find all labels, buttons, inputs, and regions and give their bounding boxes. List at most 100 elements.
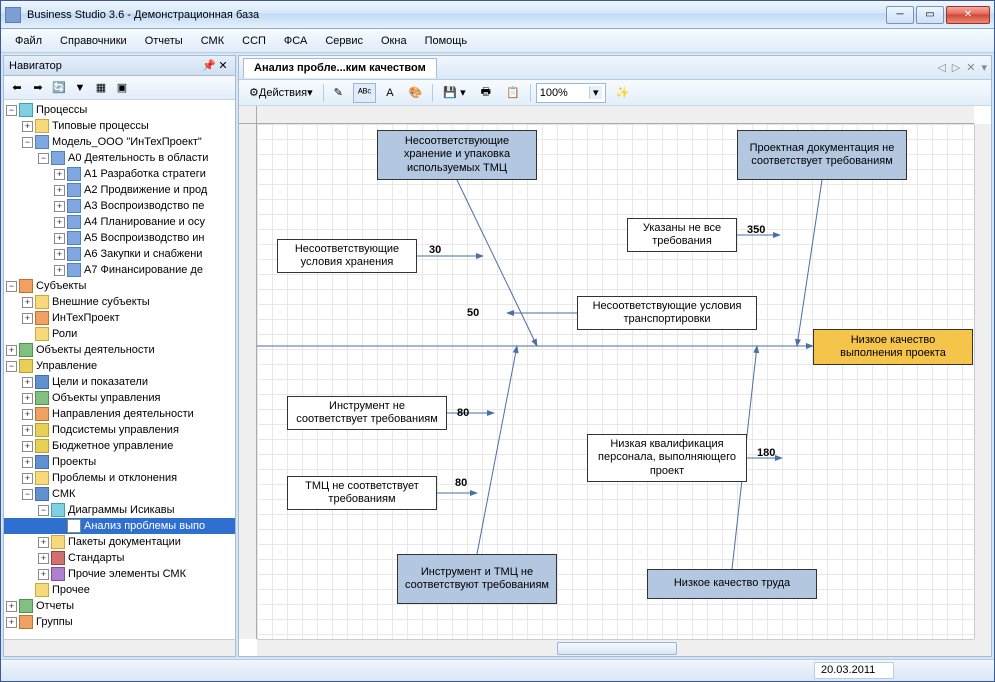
tree-item[interactable]: Цели и показатели	[4, 374, 235, 390]
tree-item[interactable]: Объекты управления	[4, 390, 235, 406]
tree-item[interactable]: Модель_ООО "ИнТехПроект"	[4, 134, 235, 150]
tree-item[interactable]: А2 Продвижение и прод	[4, 182, 235, 198]
scrollbar-thumb[interactable]	[557, 642, 677, 655]
expander-icon[interactable]	[22, 441, 33, 452]
expander-icon[interactable]	[6, 601, 17, 612]
diagram-factor[interactable]: Несоответствующие условия хранения	[277, 239, 417, 273]
expander-icon[interactable]	[54, 249, 65, 260]
diagram-factor[interactable]: Указаны не все требования	[627, 218, 737, 252]
menu-ССП[interactable]: ССП	[234, 32, 274, 50]
expander-icon[interactable]	[54, 521, 65, 532]
tree-item[interactable]: Типовые процессы	[4, 118, 235, 134]
tree-item[interactable]: А6 Закупки и снабжени	[4, 246, 235, 262]
tree-item[interactable]: Процессы	[4, 102, 235, 118]
tab-prev-icon[interactable]: ◁	[937, 61, 945, 74]
tree-item[interactable]: Объекты деятельности	[4, 342, 235, 358]
diagram-factor[interactable]: ТМЦ не соответствует требованиям	[287, 476, 437, 510]
tree-item[interactable]: Стандарты	[4, 550, 235, 566]
expander-icon[interactable]	[22, 377, 33, 388]
tree-item[interactable]: А4 Планирование и осу	[4, 214, 235, 230]
tree-item[interactable]: Направления деятельности	[4, 406, 235, 422]
print-icon[interactable]: 🖶	[476, 83, 496, 103]
tree-item[interactable]: Анализ проблемы выпо	[4, 518, 235, 534]
maximize-button[interactable]: ▭	[916, 6, 944, 24]
expander-icon[interactable]	[6, 617, 17, 628]
expander-icon[interactable]	[22, 393, 33, 404]
tree-item[interactable]: Прочие элементы СМК	[4, 566, 235, 582]
expander-icon[interactable]	[22, 297, 33, 308]
expander-icon[interactable]	[22, 121, 33, 132]
diagram-factor[interactable]: Несоответствующие условия транспортировк…	[577, 296, 757, 330]
nav-h-scrollbar[interactable]	[4, 639, 235, 656]
ruler-horizontal[interactable]	[257, 106, 974, 124]
tree-item[interactable]: Внешние субъекты	[4, 294, 235, 310]
diagram-factor[interactable]: Инструмент не соответствует требованиям	[287, 396, 447, 430]
menu-Помощь[interactable]: Помощь	[417, 32, 476, 50]
expander-icon[interactable]	[22, 425, 33, 436]
expander-icon[interactable]	[38, 153, 49, 164]
nav-back-icon[interactable]: ⬅	[8, 79, 26, 97]
actions-dropdown[interactable]: ⚙ Действия ▾	[244, 83, 318, 103]
diagram-category[interactable]: Инструмент и ТМЦ не соответствуют требов…	[397, 554, 557, 604]
expander-icon[interactable]	[22, 489, 33, 500]
tree-item[interactable]: Роли	[4, 326, 235, 342]
tree-item[interactable]: Бюджетное управление	[4, 438, 235, 454]
menu-ФСА[interactable]: ФСА	[276, 32, 315, 50]
tree-item[interactable]: Диаграммы Исикавы	[4, 502, 235, 518]
expander-icon[interactable]	[54, 265, 65, 276]
ruler-vertical[interactable]	[239, 124, 257, 639]
menu-Сервис[interactable]: Сервис	[317, 32, 371, 50]
tree-view[interactable]: ПроцессыТиповые процессыМодель_ООО "ИнТе…	[4, 100, 235, 639]
expander-icon[interactable]	[22, 585, 33, 596]
diagram-category[interactable]: Проектная документация не соответствует …	[737, 130, 907, 180]
tree-item[interactable]: Проекты	[4, 454, 235, 470]
tree-item[interactable]: Группы	[4, 614, 235, 630]
expander-icon[interactable]	[38, 505, 49, 516]
expander-icon[interactable]	[54, 201, 65, 212]
canvas-v-scrollbar[interactable]	[974, 124, 991, 639]
document-tab[interactable]: Анализ пробле...ким качеством	[243, 58, 437, 78]
expander-icon[interactable]	[6, 361, 17, 372]
menu-Окна[interactable]: Окна	[373, 32, 415, 50]
tree-item[interactable]: А3 Воспроизводство пе	[4, 198, 235, 214]
edit-icon[interactable]: ✎	[329, 83, 348, 103]
expander-icon[interactable]	[22, 409, 33, 420]
tab-menu-icon[interactable]: ▾	[981, 61, 987, 74]
text-icon[interactable]: A	[381, 83, 398, 103]
expander-icon[interactable]	[6, 345, 17, 356]
expander-icon[interactable]	[22, 329, 33, 340]
diagram-canvas[interactable]: Низкое качество выполнения проектаНесоот…	[257, 124, 974, 639]
titlebar[interactable]: Business Studio 3.6 - Демонстрационная б…	[1, 1, 994, 29]
abc-icon[interactable]: ᴬᴮᶜ	[353, 83, 376, 103]
save-icon[interactable]: 💾 ▾	[438, 83, 470, 103]
canvas-h-scrollbar[interactable]	[257, 639, 974, 656]
tree-item[interactable]: А5 Воспроизводство ин	[4, 230, 235, 246]
menu-Файл[interactable]: Файл	[7, 32, 50, 50]
diagram-category[interactable]: Несоответствующие хранение и упаковка ис…	[377, 130, 537, 180]
color-icon[interactable]: 🎨	[404, 83, 428, 103]
minimize-button[interactable]: ─	[886, 6, 914, 24]
expander-icon[interactable]	[22, 473, 33, 484]
zoom-fit-icon[interactable]: ✨	[611, 83, 635, 103]
tree-item[interactable]: Отчеты	[4, 598, 235, 614]
nav-refresh-icon[interactable]: 🔄	[50, 79, 68, 97]
panel-close-icon[interactable]: ✕	[216, 59, 230, 72]
menu-СМК[interactable]: СМК	[193, 32, 232, 50]
tab-close-icon[interactable]: ✕	[966, 61, 975, 74]
expander-icon[interactable]	[38, 553, 49, 564]
tree-item[interactable]: Управление	[4, 358, 235, 374]
tree-item[interactable]: СМК	[4, 486, 235, 502]
expander-icon[interactable]	[38, 537, 49, 548]
diagram-factor[interactable]: Низкая квалификация персонала, выполняющ…	[587, 434, 747, 482]
nav-tool1-icon[interactable]: ▦	[92, 79, 110, 97]
tree-item[interactable]: Подсистемы управления	[4, 422, 235, 438]
tree-item[interactable]: Проблемы и отклонения	[4, 470, 235, 486]
tree-item[interactable]: А1 Разработка стратеги	[4, 166, 235, 182]
nav-tool2-icon[interactable]: ▣	[113, 79, 131, 97]
menu-Отчеты[interactable]: Отчеты	[137, 32, 191, 50]
nav-fwd-icon[interactable]: ➡	[29, 79, 47, 97]
tree-item[interactable]: ИнТехПроект	[4, 310, 235, 326]
expander-icon[interactable]	[54, 185, 65, 196]
expander-icon[interactable]	[22, 313, 33, 324]
tree-item[interactable]: Пакеты документации	[4, 534, 235, 550]
